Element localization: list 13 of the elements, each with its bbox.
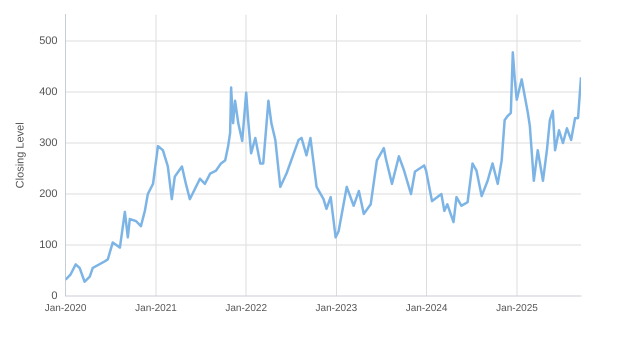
y-tick-label: 500: [39, 35, 58, 48]
y-tick-label: 400: [39, 86, 58, 98]
y-tick-label: 300: [39, 137, 58, 150]
x-tick-label: Jan-2023: [316, 302, 358, 314]
y-tick-label: 100: [39, 239, 58, 252]
x-tick-label: Jan-2024: [406, 302, 448, 314]
x-tick-label: Jan-2025: [496, 302, 538, 314]
y-tick-label: 200: [39, 188, 58, 200]
x-tick-label: Jan-2021: [135, 302, 178, 314]
x-tick-label: Jan-2022: [225, 302, 268, 314]
x-tick-label: Jan-2020: [44, 302, 87, 314]
y-tick-label: 0: [51, 290, 58, 302]
y-axis-title: Closing Level: [14, 122, 27, 188]
